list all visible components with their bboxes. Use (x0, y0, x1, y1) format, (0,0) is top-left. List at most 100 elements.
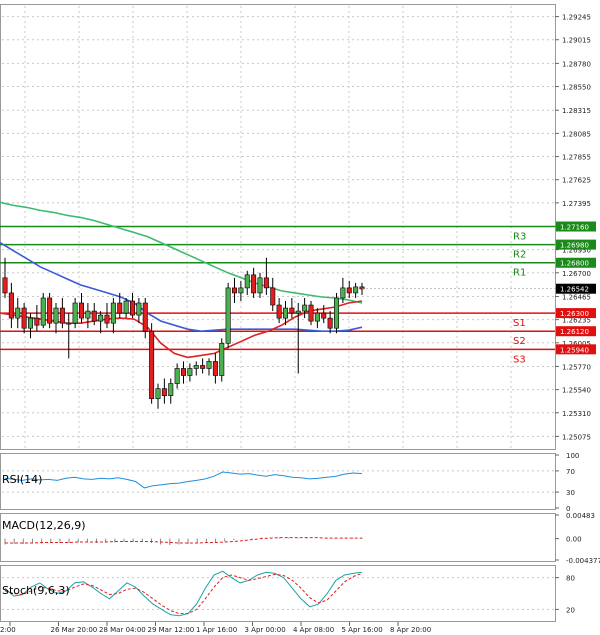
moving-average-line (0, 201, 363, 304)
candle-body (155, 388, 161, 399)
price-tick-label: 1.26005 (562, 340, 591, 348)
macd-tick-label: 0.00483 (566, 512, 595, 520)
time-tick-label: 29 Mar 12:00 (148, 626, 195, 634)
candle-body (149, 330, 155, 399)
candle-body (79, 302, 85, 319)
rsi-panel-frame (0, 453, 556, 510)
price-tick-label: 1.28550 (562, 84, 591, 92)
price-tick-label: 1.25075 (562, 433, 591, 441)
current-price-tag: 1.26542 (362, 283, 596, 294)
candle-body (289, 307, 295, 314)
level-price-tag-text: 1.26980 (560, 242, 589, 250)
candle-body (59, 307, 65, 324)
candle-body (212, 361, 218, 376)
candle-body (346, 287, 352, 294)
candle-body (276, 304, 282, 319)
candle-body (232, 287, 238, 294)
stoch-title: Stoch(9,6,3) (2, 584, 70, 597)
candle-body (327, 317, 333, 329)
candle-body (161, 388, 167, 396)
price-tick-label: 1.28315 (562, 107, 591, 115)
level-price-tag (556, 344, 596, 355)
rsi-tick-label: 0 (566, 505, 570, 513)
pivot-level-label: R1 (513, 268, 526, 279)
time-tick-label: 1 Apr 16:00 (196, 626, 237, 634)
candle-body (257, 277, 263, 294)
time-tick-label: 8 Apr 20:00 (390, 626, 431, 634)
rsi-tick-label: 70 (566, 468, 575, 476)
candle-body (238, 287, 244, 294)
macd-signal-line (5, 537, 362, 544)
current-price-text: 1.26542 (560, 286, 589, 294)
candle-body (333, 297, 339, 329)
candle-body (72, 302, 78, 324)
pivot-level-label: S2 (513, 336, 526, 347)
level-price-tag-text: 1.26300 (560, 310, 589, 318)
time-tick-label: 4 Apr 08:00 (293, 626, 334, 634)
candle-body (302, 304, 308, 312)
candle-body (47, 297, 53, 324)
level-price-tag-text: 1.25940 (560, 346, 589, 354)
stoch-panel: 80 20 (2, 570, 575, 617)
level-tags: 1.27160 1.26980 1.26800 1.26300 1.26120 1.259… (556, 221, 596, 355)
time-tick-label: 2:00 (0, 626, 16, 634)
candle-body (21, 307, 27, 329)
candle-body (308, 304, 314, 322)
rsi-tick-label: 100 (566, 452, 579, 460)
pivot-level-label: R3 (513, 231, 526, 242)
moving-averages (0, 201, 363, 359)
stoch-tick-label: 20 (566, 606, 575, 614)
price-axis: 1.29245 1.29015 1.28780 1.28550 1.28315 1.280… (555, 14, 591, 441)
candle-body (353, 286, 359, 294)
candle-body (136, 302, 142, 316)
price-tick-label: 1.28780 (562, 60, 591, 68)
time-tick-label: 5 Apr 16:00 (342, 626, 383, 634)
price-tick-label: 1.26465 (562, 293, 591, 301)
candle-body (244, 274, 250, 289)
rsi-panel: 100 70 30 0 (2, 452, 579, 513)
price-tick-label: 1.27625 (562, 177, 591, 185)
candle-body (187, 368, 193, 376)
time-tick-label: 3 Apr 00:00 (245, 626, 286, 634)
candle-body (8, 292, 14, 319)
rsi-title: RSI(14) (2, 473, 42, 486)
level-price-tag-text: 1.26120 (560, 328, 589, 336)
candle-body (340, 287, 346, 299)
stoch-signal-line (4, 572, 363, 615)
candle-body (142, 302, 148, 332)
candle-body (251, 274, 257, 294)
candle-body (2, 277, 8, 294)
candle-body (15, 307, 21, 319)
candle-body (282, 307, 288, 319)
candle-body (40, 297, 46, 326)
candle-body (193, 365, 199, 369)
candle-body (174, 368, 180, 384)
level-price-tag (556, 239, 596, 250)
candle-body (181, 368, 187, 376)
candle-body (85, 310, 91, 319)
candles (2, 257, 365, 409)
level-price-tag (556, 221, 596, 232)
candle-body (27, 317, 33, 329)
moving-average-line (0, 241, 363, 333)
candle-body (219, 342, 225, 376)
pivot-level-label: S1 (513, 318, 526, 329)
price-tick-label: 1.28085 (562, 130, 591, 138)
price-tick-label: 1.29245 (562, 14, 591, 22)
price-tick-label: 1.27395 (562, 200, 591, 208)
level-price-tag-text: 1.26800 (560, 260, 589, 268)
stoch-panel-frame (0, 565, 556, 622)
price-tick-label: 1.25310 (562, 410, 591, 418)
candle-body (117, 302, 123, 314)
level-price-tag (556, 257, 596, 268)
candle-body (91, 310, 97, 322)
candle-body (225, 287, 231, 344)
candle-body (123, 300, 129, 314)
candle-body (263, 277, 269, 289)
price-tick-label: 1.25770 (562, 363, 591, 371)
candle-body (130, 300, 136, 316)
candle-body (295, 310, 301, 314)
price-tick-label: 1.26930 (562, 247, 591, 255)
candle-body (314, 312, 320, 322)
